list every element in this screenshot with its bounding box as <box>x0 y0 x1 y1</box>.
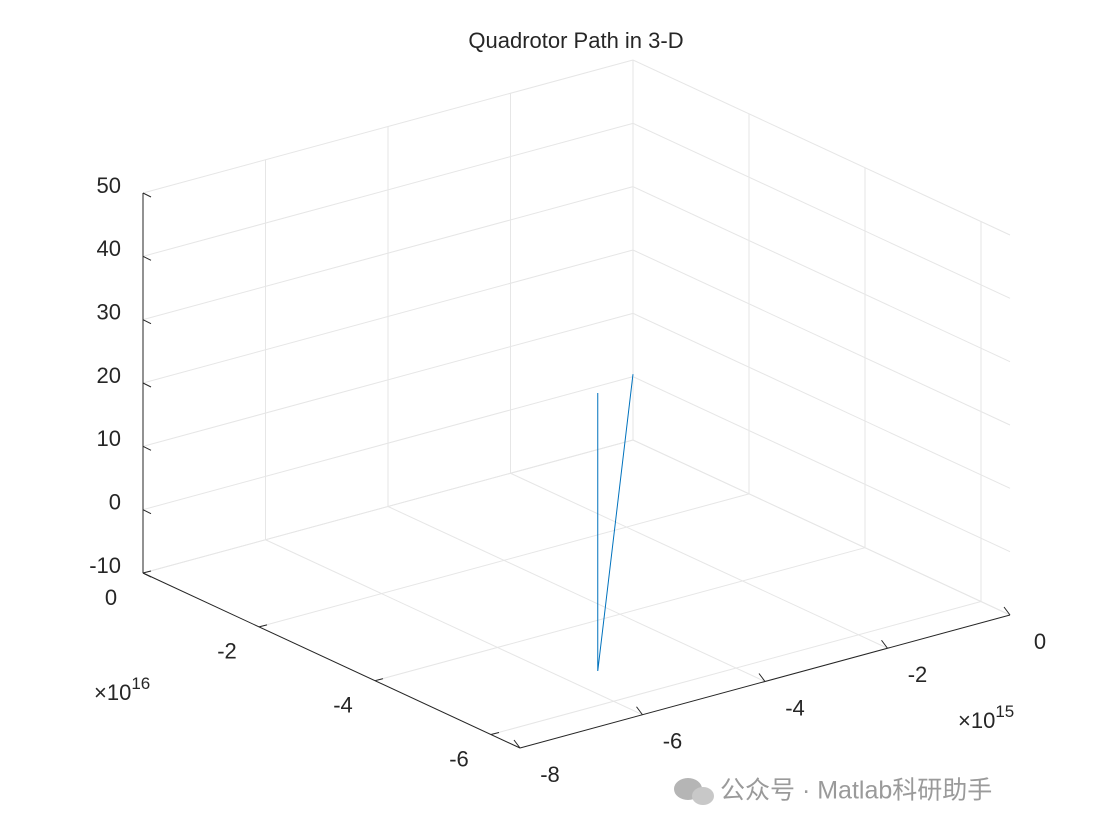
tick-mark <box>142 445 152 451</box>
grid-line <box>387 506 766 682</box>
grid-line <box>632 376 1011 553</box>
x-tick-label: -2 <box>908 662 928 687</box>
tick-mark <box>142 572 152 578</box>
x-tick-label: -6 <box>663 729 683 754</box>
y-multiplier: ×1016 <box>94 674 150 704</box>
watermark: 公众号 · Matlab科研助手 <box>720 777 992 805</box>
grid-line <box>510 472 888 649</box>
grid-line <box>142 122 634 257</box>
z-tick-label: 40 <box>97 236 121 261</box>
tick-mark <box>513 739 521 749</box>
grid-line <box>142 249 634 384</box>
grid-line <box>258 493 750 628</box>
grid-line <box>142 439 634 574</box>
tick-mark <box>1003 606 1011 616</box>
x-multiplier: ×1015 <box>958 702 1014 732</box>
grid-line <box>142 376 634 511</box>
z-tick-label: 20 <box>97 363 121 388</box>
watermark-icon <box>674 778 714 805</box>
y-multiplier-base: ×10 <box>94 680 131 705</box>
x-multiplier-base: ×10 <box>958 708 995 733</box>
tick-mark <box>142 382 152 388</box>
grid-line <box>632 122 1011 299</box>
y-tick-label: -4 <box>333 693 353 718</box>
grid-line <box>374 547 866 682</box>
grid-line <box>490 601 982 736</box>
y-multiplier-exponent: 16 <box>131 674 150 693</box>
grid-line <box>632 249 1011 426</box>
grid-line <box>142 59 634 194</box>
x-tick-label: -4 <box>785 695 805 720</box>
axis-line <box>142 572 521 749</box>
tick-mark <box>142 509 152 515</box>
x-tick-label: -8 <box>540 762 560 787</box>
y-tick-label: -2 <box>217 639 237 664</box>
z-tick-label: 10 <box>97 426 121 451</box>
data-line <box>597 374 634 672</box>
tick-mark <box>142 192 152 198</box>
grid-line <box>632 186 1011 363</box>
grid-line <box>632 439 1011 616</box>
grid-line <box>632 312 1011 489</box>
x-tick-label: 0 <box>1034 629 1046 654</box>
tick-mark <box>142 319 152 325</box>
grid-line <box>142 186 634 321</box>
y-tick-label: 0 <box>105 585 117 610</box>
tick-mark <box>374 678 384 682</box>
grid-line <box>265 539 643 716</box>
tick-mark <box>881 639 888 649</box>
z-tick-label: 0 <box>109 489 121 514</box>
y-tick-label: -6 <box>449 746 469 771</box>
tick-mark <box>636 706 643 716</box>
grid-line <box>142 312 634 447</box>
chart-title: Quadrotor Path in 3-D <box>468 28 683 53</box>
tick-mark <box>490 732 500 736</box>
grid-line <box>632 59 1011 236</box>
tick-mark <box>142 570 152 574</box>
z-tick-label: 50 <box>97 173 121 198</box>
x-multiplier-exponent: 15 <box>995 702 1014 721</box>
z-tick-label: 30 <box>97 299 121 324</box>
tick-mark <box>142 255 152 261</box>
tick-mark <box>758 673 766 682</box>
tick-mark <box>258 624 268 628</box>
z-tick-label: -10 <box>89 553 121 578</box>
